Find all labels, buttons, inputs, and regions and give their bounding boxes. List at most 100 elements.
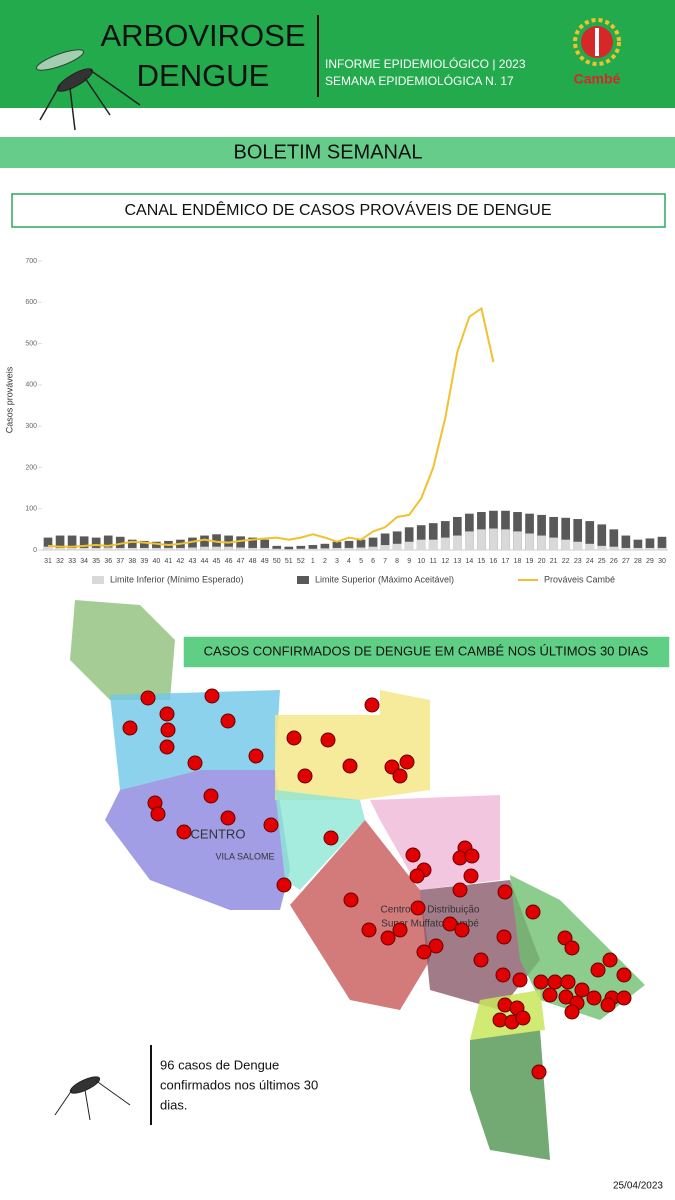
bar bbox=[260, 547, 270, 550]
bar bbox=[440, 521, 450, 550]
bar bbox=[284, 546, 294, 550]
bar bbox=[188, 547, 197, 550]
x-tick-label: 45 bbox=[213, 558, 221, 565]
case-dot bbox=[586, 990, 602, 1006]
case-dot bbox=[560, 974, 576, 990]
case-dot bbox=[454, 922, 470, 938]
x-tick-label: 14 bbox=[465, 558, 473, 565]
case-dot bbox=[512, 972, 528, 988]
case-dot bbox=[547, 974, 563, 990]
bar bbox=[597, 545, 607, 550]
bar bbox=[645, 538, 655, 550]
x-tick-label: 40 bbox=[152, 558, 160, 565]
case-dot bbox=[380, 930, 396, 946]
bar bbox=[332, 541, 342, 550]
case-dot bbox=[323, 830, 339, 846]
bar bbox=[561, 539, 571, 550]
x-tick-label: 23 bbox=[574, 558, 582, 565]
x-tick-label: 21 bbox=[550, 558, 558, 565]
bar bbox=[585, 521, 595, 550]
bar bbox=[55, 547, 65, 550]
legend-label: Prováveis Cambé bbox=[544, 574, 615, 584]
bar bbox=[43, 537, 53, 550]
bar bbox=[585, 543, 595, 550]
bar bbox=[621, 547, 631, 550]
case-dot bbox=[564, 1004, 580, 1020]
case-dot bbox=[203, 788, 219, 804]
x-tick-label: 48 bbox=[249, 558, 257, 565]
bar bbox=[176, 547, 185, 550]
bar bbox=[236, 536, 245, 550]
bar bbox=[79, 547, 89, 550]
bar bbox=[549, 516, 558, 550]
bar bbox=[115, 547, 125, 550]
case-dot bbox=[159, 739, 175, 755]
y-tick-label: 0 bbox=[33, 547, 37, 554]
bar bbox=[380, 533, 390, 550]
bar bbox=[79, 536, 89, 550]
bar bbox=[356, 539, 366, 550]
x-tick-label: 30 bbox=[658, 558, 666, 565]
bar bbox=[609, 529, 619, 550]
x-tick-label: 11 bbox=[430, 558, 437, 565]
bar bbox=[489, 528, 498, 550]
banner bbox=[0, 137, 675, 168]
x-tick-label: 12 bbox=[441, 558, 449, 565]
case-dot bbox=[564, 940, 580, 956]
x-tick-label: 47 bbox=[237, 558, 245, 565]
map-title: CASOS CONFIRMADOS DE DENGUE EM CAMBÉ NOS… bbox=[204, 643, 649, 658]
bar bbox=[308, 548, 318, 550]
bar bbox=[103, 547, 113, 550]
bar bbox=[477, 529, 486, 550]
bar bbox=[513, 531, 522, 550]
region bbox=[290, 820, 430, 1010]
x-tick-label: 5 bbox=[359, 558, 363, 565]
bar bbox=[284, 549, 294, 550]
chart-title-box bbox=[11, 193, 666, 228]
case-dot bbox=[220, 713, 236, 729]
x-tick-label: 38 bbox=[128, 558, 136, 565]
bar bbox=[55, 535, 65, 550]
case-dot bbox=[187, 755, 203, 771]
bar bbox=[200, 535, 209, 550]
bar bbox=[404, 541, 414, 550]
bar bbox=[127, 547, 137, 550]
header-week: SEMANA EPIDEMIOLÓGICA N. 17 bbox=[325, 73, 514, 88]
y-tick-label: 400 bbox=[25, 382, 37, 389]
region bbox=[275, 790, 365, 890]
logo-text: Cambé bbox=[574, 71, 621, 87]
case-dot bbox=[416, 944, 432, 960]
region bbox=[110, 690, 280, 790]
x-tick-label: 49 bbox=[261, 558, 269, 565]
bar bbox=[404, 527, 414, 550]
y-tick-label: 200 bbox=[25, 464, 37, 471]
case-dot bbox=[297, 768, 313, 784]
bar bbox=[200, 546, 209, 550]
case-dot bbox=[574, 982, 590, 998]
x-tick-label: 9 bbox=[407, 558, 411, 565]
bar bbox=[513, 512, 522, 550]
header-report: INFORME EPIDEMIOLÓGICO | 2023 bbox=[325, 56, 526, 71]
x-tick-label: 52 bbox=[297, 558, 305, 565]
x-tick-label: 7 bbox=[383, 558, 387, 565]
x-tick-label: 8 bbox=[395, 558, 399, 565]
region bbox=[470, 990, 545, 1040]
bar bbox=[657, 536, 667, 550]
case-dot bbox=[176, 824, 192, 840]
bar bbox=[440, 537, 450, 550]
x-tick-label: 27 bbox=[622, 558, 630, 565]
bar bbox=[344, 540, 354, 550]
case-dots bbox=[122, 688, 632, 1080]
case-dot bbox=[276, 877, 292, 893]
y-tick-label: 500 bbox=[25, 340, 37, 347]
bar bbox=[248, 547, 258, 550]
bar bbox=[392, 543, 402, 550]
x-tick-label: 36 bbox=[104, 558, 112, 565]
banner-text: BOLETIM SEMANAL bbox=[234, 141, 423, 163]
header-title: DENGUE bbox=[137, 58, 270, 93]
bar bbox=[368, 546, 378, 550]
case-dot bbox=[525, 904, 541, 920]
header-title: ARBOVIROSE bbox=[101, 18, 306, 53]
case-dot bbox=[140, 690, 156, 706]
